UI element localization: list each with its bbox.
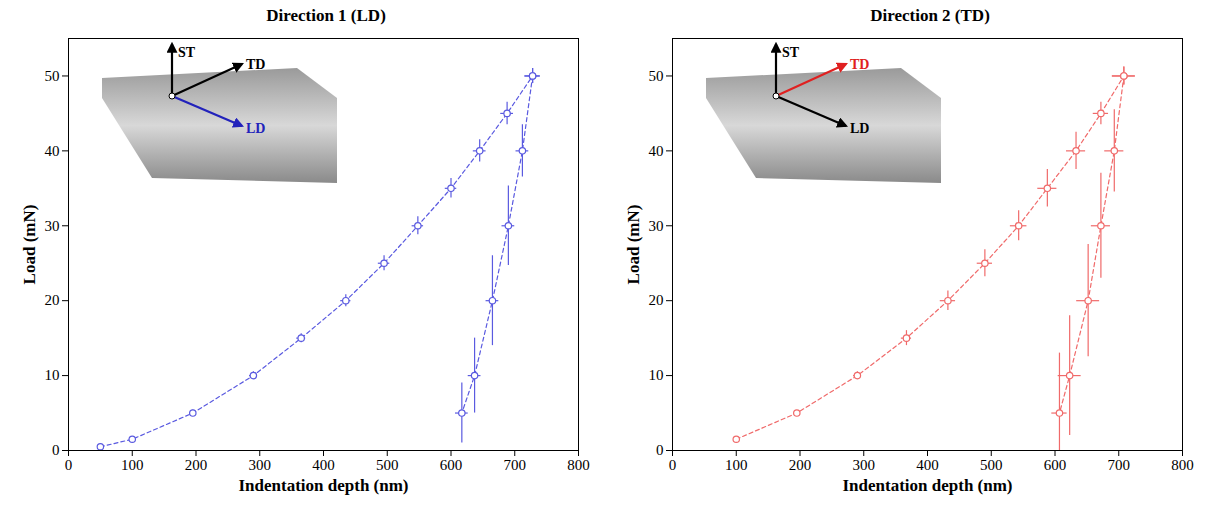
svg-text:0: 0	[52, 442, 60, 458]
svg-text:800: 800	[1171, 457, 1194, 473]
svg-text:LD: LD	[850, 121, 869, 136]
svg-text:ST: ST	[782, 45, 800, 60]
svg-text:30: 30	[649, 218, 664, 234]
svg-text:500: 500	[376, 457, 399, 473]
svg-text:700: 700	[1108, 457, 1131, 473]
html-text:Direction 1 (LD): Direction 1 (LD)	[266, 6, 386, 25]
svg-text:TD: TD	[246, 57, 265, 72]
svg-text:20: 20	[649, 292, 664, 308]
svg-text:200: 200	[185, 457, 208, 473]
svg-text:LD: LD	[246, 121, 265, 136]
svg-text:0: 0	[656, 442, 664, 458]
svg-text:100: 100	[725, 457, 748, 473]
svg-text:Indentation depth (nm): Indentation depth (nm)	[842, 476, 1012, 495]
svg-text:0: 0	[669, 457, 677, 473]
svg-text:400: 400	[312, 457, 335, 473]
svg-text:Load (mN): Load (mN)	[20, 205, 39, 285]
svg-text:Load (mN): Load (mN)	[624, 205, 643, 285]
svg-text:10: 10	[45, 367, 60, 383]
svg-text:30: 30	[45, 218, 60, 234]
svg-text:40: 40	[649, 143, 664, 159]
svg-text:0: 0	[65, 457, 73, 473]
svg-text:600: 600	[1044, 457, 1067, 473]
svg-text:500: 500	[980, 457, 1003, 473]
svg-text:20: 20	[45, 292, 60, 308]
svg-text:300: 300	[853, 457, 876, 473]
svg-text:300: 300	[249, 457, 272, 473]
svg-text:600: 600	[440, 457, 463, 473]
svg-text:200: 200	[789, 457, 812, 473]
svg-text:800: 800	[567, 457, 590, 473]
svg-text:40: 40	[45, 143, 60, 159]
svg-text:10: 10	[649, 367, 664, 383]
svg-text:50: 50	[649, 68, 664, 84]
svg-text:50: 50	[45, 68, 60, 84]
svg-text:Indentation depth (nm): Indentation depth (nm)	[238, 476, 408, 495]
svg-text:400: 400	[916, 457, 939, 473]
svg-text:ST: ST	[178, 45, 196, 60]
svg-text:TD: TD	[850, 57, 869, 72]
svg-text:700: 700	[504, 457, 527, 473]
html-text:Direction 2 (TD): Direction 2 (TD)	[870, 6, 990, 25]
svg-text:100: 100	[121, 457, 144, 473]
